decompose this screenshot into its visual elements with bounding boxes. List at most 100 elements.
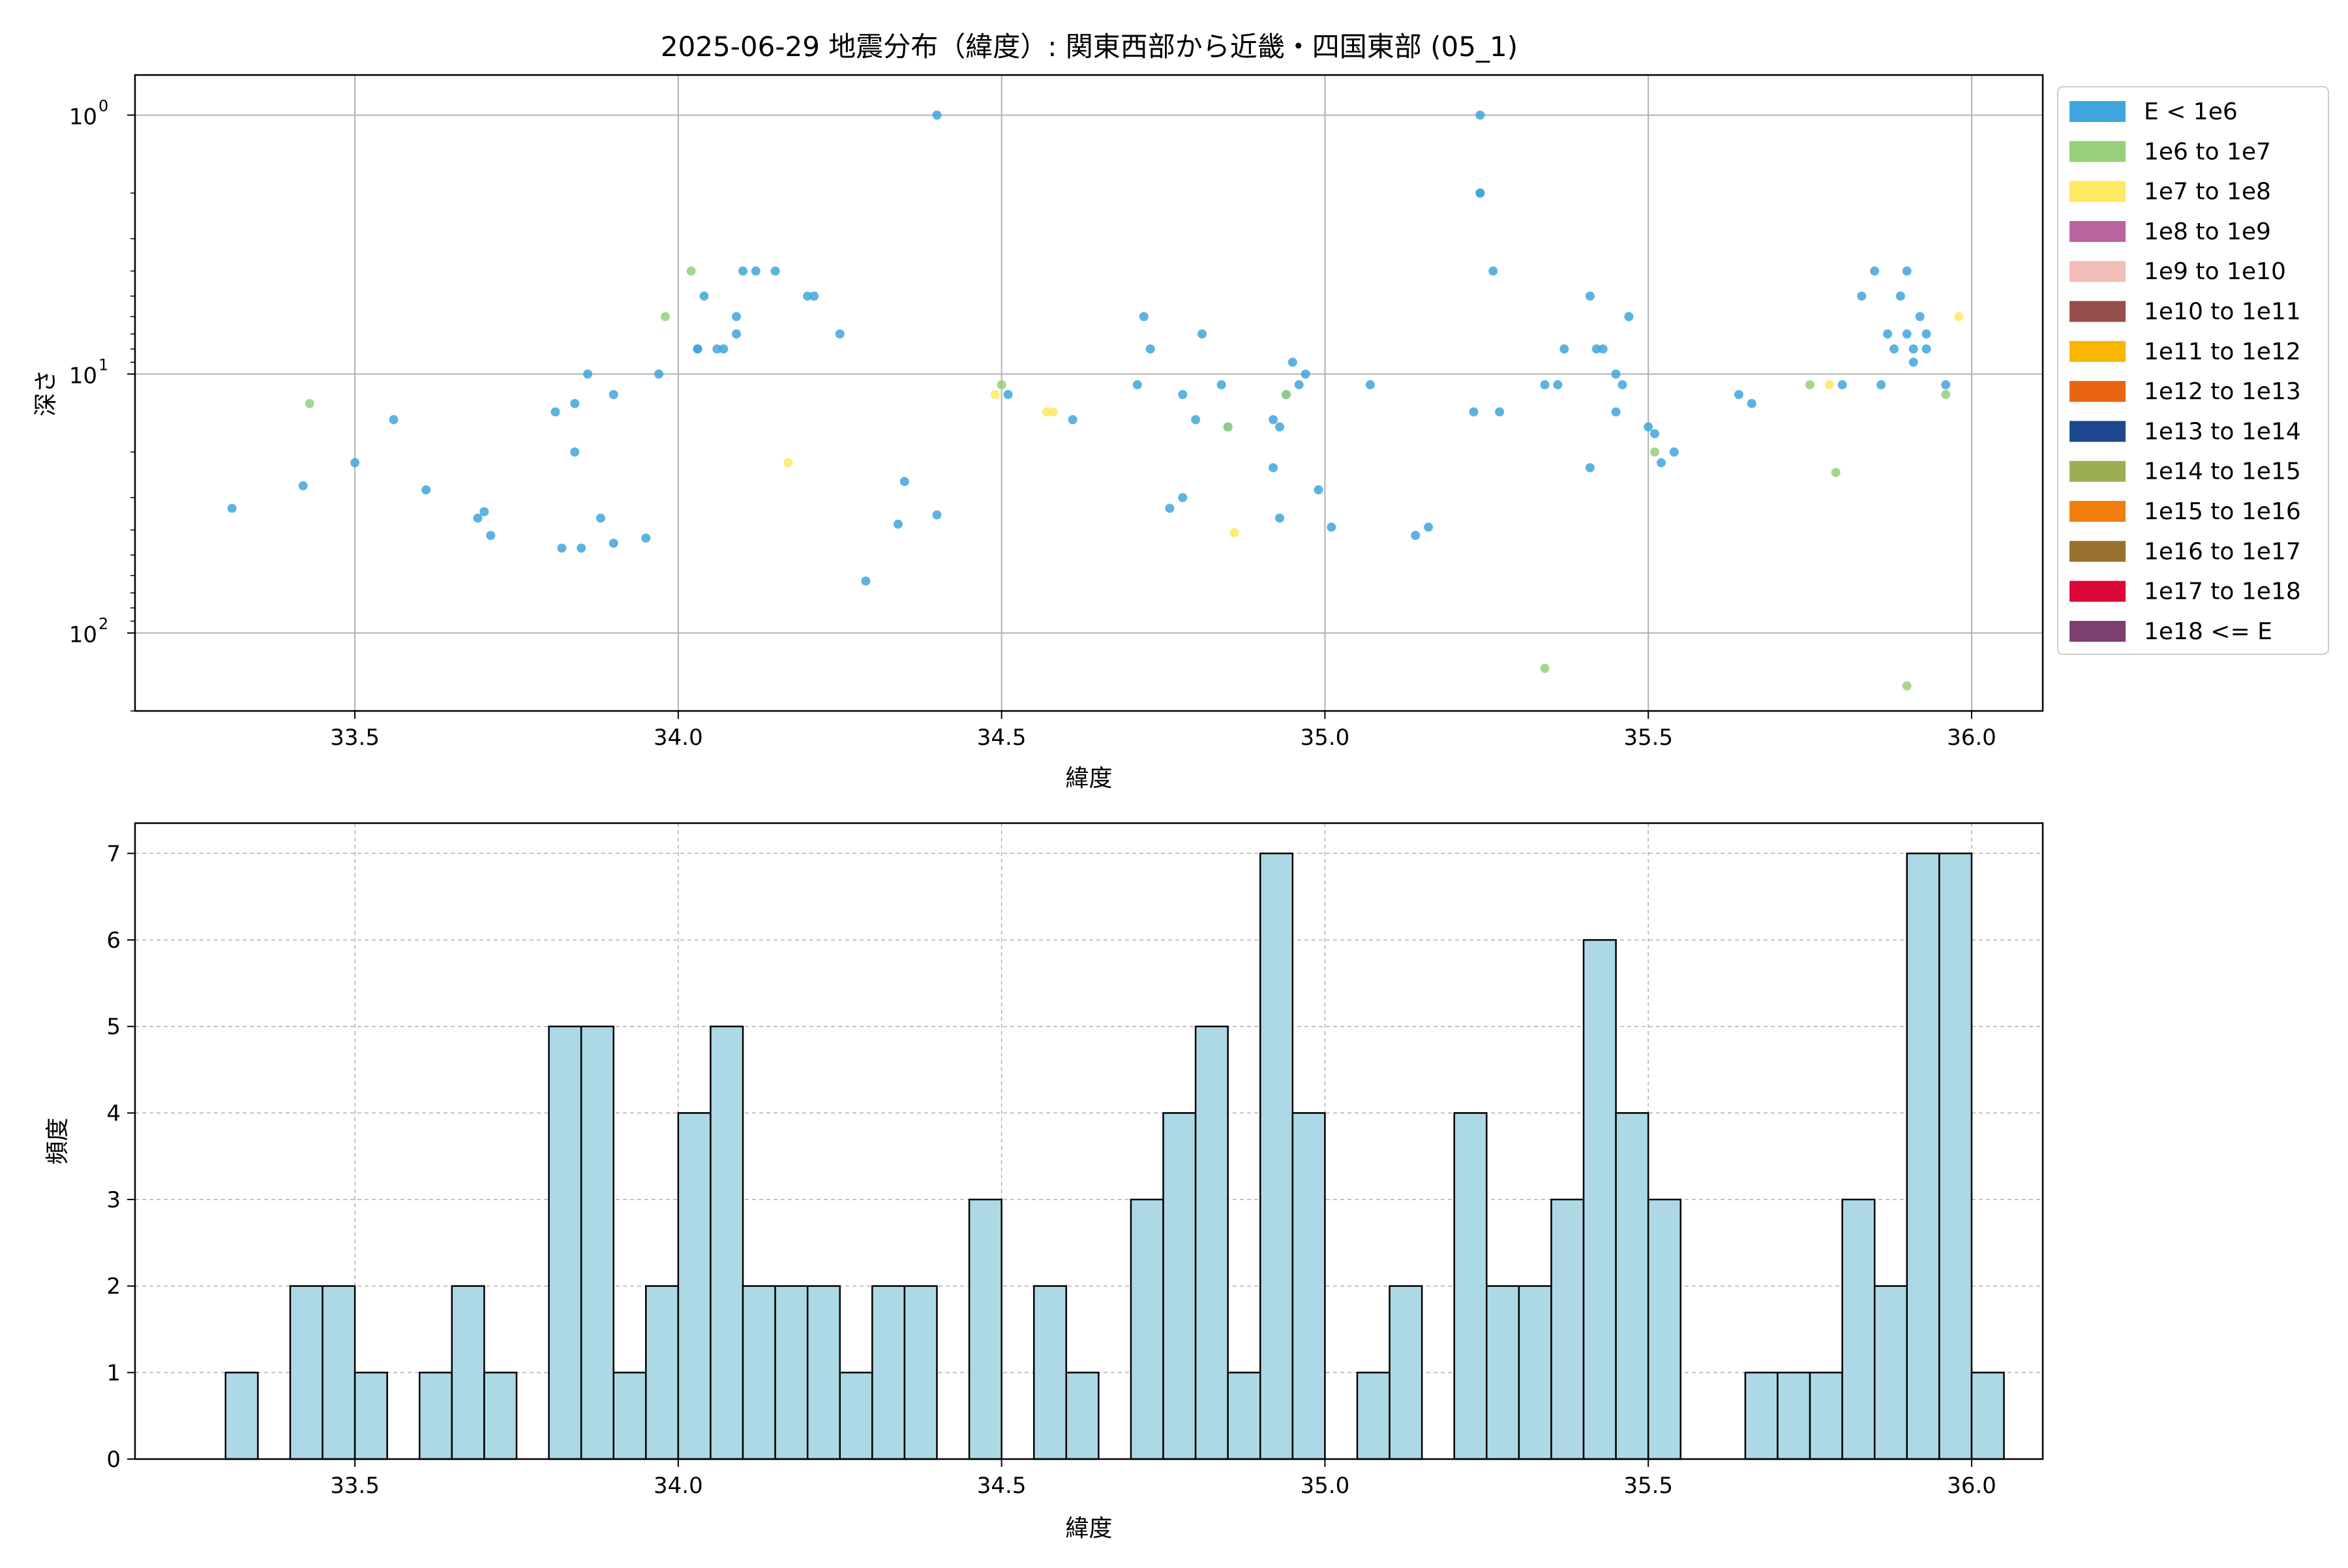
- histogram-bar: [1032, 1285, 1068, 1460]
- data-point: [1281, 389, 1291, 399]
- histogram-bar: [1841, 1198, 1876, 1460]
- histogram-bar: [483, 1372, 518, 1460]
- data-point: [1048, 407, 1058, 417]
- histogram-bar: [1227, 1372, 1261, 1460]
- data-point: [693, 344, 702, 354]
- legend-swatch: [2070, 340, 2126, 362]
- histogram-bar: [806, 1285, 841, 1460]
- data-point: [1921, 344, 1931, 354]
- data-point: [738, 266, 748, 276]
- x-tick-label: 35.0: [1301, 725, 1350, 751]
- data-point: [1747, 399, 1756, 408]
- histogram-bar: [1647, 1198, 1681, 1460]
- legend-swatch: [2070, 220, 2126, 242]
- data-point: [1178, 492, 1188, 502]
- data-point: [751, 266, 760, 276]
- data-point: [227, 504, 237, 513]
- scatter-x-axis-label: 緯度: [1065, 765, 1112, 792]
- y-tick-label: 10: [69, 104, 97, 130]
- y-tick-exponent: 0: [98, 97, 108, 115]
- x-tick-label: 34.0: [654, 725, 703, 751]
- histogram-bar: [968, 1198, 1002, 1460]
- data-point: [1559, 344, 1569, 354]
- legend-label: 1e15 to 1e16: [2144, 498, 2301, 525]
- legend-label: 1e7 to 1e8: [2144, 179, 2271, 205]
- histogram-bar: [1194, 1025, 1229, 1460]
- data-point: [1876, 380, 1886, 389]
- data-point: [719, 344, 729, 354]
- histogram-bar: [322, 1285, 356, 1460]
- data-point: [1908, 357, 1918, 367]
- data-point: [577, 543, 586, 553]
- histogram-bar: [1162, 1112, 1197, 1460]
- histogram-bar: [839, 1372, 873, 1460]
- x-tick-label: 35.5: [1623, 725, 1673, 751]
- series-2: [783, 312, 1964, 537]
- histogram-bar: [612, 1372, 647, 1460]
- y-tick-label: 10: [69, 622, 97, 648]
- y-tick-label: 3: [106, 1187, 121, 1213]
- data-point: [1216, 380, 1226, 389]
- histogram-bar: [1259, 852, 1294, 1460]
- data-point: [803, 291, 813, 301]
- data-point: [1805, 380, 1815, 389]
- legend-swatch: [2070, 141, 2126, 162]
- data-point: [305, 399, 314, 408]
- data-point: [894, 519, 903, 529]
- data-point: [1301, 369, 1310, 379]
- legend-label: 1e11 to 1e12: [2144, 339, 2301, 365]
- histogram-axes-frame: [134, 822, 2044, 1460]
- figure-title: 2025-06-29 地震分布（緯度）: 関東西部から近畿・四国東部 (05_1…: [661, 31, 1518, 63]
- y-tick-label: 0: [106, 1447, 121, 1473]
- x-tick-label: 35.5: [1623, 1473, 1673, 1499]
- legend-swatch: [2070, 101, 2126, 122]
- data-point: [1624, 312, 1634, 322]
- data-point: [732, 329, 742, 339]
- x-tick-label: 34.5: [977, 1473, 1027, 1499]
- data-point: [1275, 513, 1284, 523]
- legend-swatch: [2070, 181, 2126, 202]
- data-point: [1191, 415, 1201, 425]
- legend-label: 1e18 <= E: [2144, 618, 2272, 645]
- data-point: [1475, 110, 1485, 120]
- data-point: [1941, 380, 1951, 389]
- data-point: [1895, 291, 1905, 301]
- series-0: [227, 110, 1951, 586]
- y-tick-label: 10: [69, 363, 97, 389]
- data-point: [1488, 266, 1498, 276]
- legend-swatch: [2070, 580, 2126, 602]
- data-point: [421, 485, 431, 495]
- data-point: [1734, 389, 1743, 399]
- data-point: [1644, 422, 1653, 432]
- data-point: [389, 415, 399, 425]
- histogram-bar: [451, 1285, 485, 1460]
- legend-label: 1e17 to 1e18: [2144, 579, 2301, 605]
- data-point: [654, 369, 664, 379]
- x-tick-label: 34.5: [977, 725, 1027, 751]
- data-point: [1941, 389, 1951, 399]
- data-point: [1889, 344, 1899, 354]
- data-point: [1540, 663, 1550, 673]
- data-point: [609, 538, 618, 548]
- data-point: [595, 513, 605, 523]
- histogram-bar: [1744, 1372, 1779, 1460]
- data-point: [997, 380, 1006, 389]
- histogram-bar: [224, 1372, 259, 1460]
- x-tick-label: 35.0: [1301, 1473, 1350, 1499]
- histogram-bar: [1873, 1285, 1908, 1460]
- data-point: [1223, 422, 1233, 432]
- data-point: [699, 291, 709, 301]
- data-point: [570, 399, 580, 408]
- histogram-bar: [289, 1285, 324, 1460]
- histogram-bar: [1550, 1198, 1585, 1460]
- data-point: [550, 407, 560, 417]
- data-point: [1365, 380, 1375, 389]
- data-point: [1611, 407, 1621, 417]
- histogram-bar: [1130, 1198, 1164, 1460]
- legend-label: 1e10 to 1e11: [2144, 299, 2301, 325]
- legend-swatch: [2070, 620, 2126, 642]
- legend-swatch: [2070, 460, 2126, 482]
- legend-swatch: [2070, 301, 2126, 322]
- y-tick-label: 7: [106, 841, 121, 867]
